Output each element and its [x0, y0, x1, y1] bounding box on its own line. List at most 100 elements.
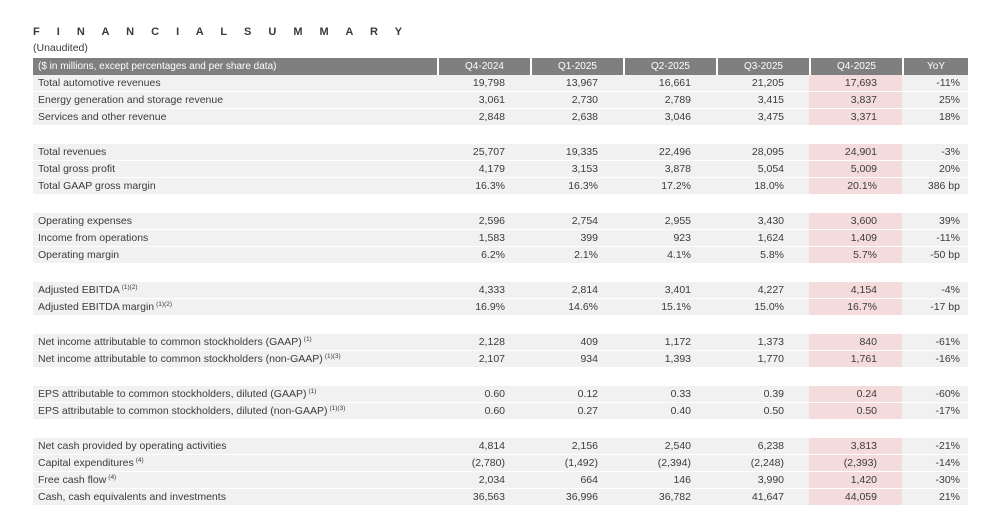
- row-label: Adjusted EBITDA (1)(2): [33, 282, 437, 299]
- value-cell: 1,770: [716, 351, 809, 368]
- value-cell: 3,837: [809, 92, 902, 109]
- group-spacer: [33, 195, 968, 213]
- yoy-value-cell: -61%: [902, 334, 968, 351]
- column-header-q1-2025: Q1-2025: [530, 58, 623, 75]
- column-header-yoy: YoY: [902, 58, 968, 75]
- group-spacer: [33, 368, 968, 386]
- value-cell: 17,693: [809, 75, 902, 92]
- value-cell: 16.3%: [437, 178, 530, 195]
- value-cell: 24,901: [809, 144, 902, 161]
- value-cell: 2,730: [530, 92, 623, 109]
- row-label: Net income attributable to common stockh…: [33, 351, 437, 368]
- row-label: Free cash flow (4): [33, 472, 437, 489]
- row-label: Total gross profit: [33, 161, 437, 178]
- table-row: Operating margin 6.2% 2.1% 4.1% 5.8% 5.7% -50 …: [33, 247, 968, 264]
- value-cell: 18.0%: [716, 178, 809, 195]
- yoy-value-cell: -3%: [902, 144, 968, 161]
- value-cell: 16,661: [623, 75, 716, 92]
- value-cell: 6,238: [716, 438, 809, 455]
- value-cell: 15.0%: [716, 299, 809, 316]
- table-row: Operating expenses 2,596 2,754 2,955 3,430 3,…: [33, 213, 968, 230]
- row-label: Net cash provided by operating activitie…: [33, 438, 437, 455]
- value-cell: 2,107: [437, 351, 530, 368]
- footnote-superscript: (1)(3): [324, 352, 341, 360]
- value-cell: 3,401: [623, 282, 716, 299]
- footnote-superscript: (4): [135, 456, 144, 464]
- value-cell: 0.12: [530, 386, 623, 403]
- yoy-value-cell: 386 bp: [902, 178, 968, 195]
- table-row: Total gross profit 4,179 3,153 3,878 5,054 5,…: [33, 161, 968, 178]
- value-cell: 41,647: [716, 489, 809, 506]
- value-cell: 399: [530, 230, 623, 247]
- row-label: Total GAAP gross margin: [33, 178, 437, 195]
- yoy-value-cell: 20%: [902, 161, 968, 178]
- value-cell: 0.50: [716, 403, 809, 420]
- value-cell: 3,600: [809, 213, 902, 230]
- yoy-value-cell: -16%: [902, 351, 968, 368]
- yoy-value-cell: -14%: [902, 455, 968, 472]
- table-row: Cash, cash equivalents and investments 36…: [33, 489, 968, 506]
- value-cell: 14.6%: [530, 299, 623, 316]
- row-label: Adjusted EBITDA margin (1)(2): [33, 299, 437, 316]
- value-cell: 2,596: [437, 213, 530, 230]
- value-cell: 3,415: [716, 92, 809, 109]
- value-cell: 15.1%: [623, 299, 716, 316]
- table-row: Adjusted EBITDA (1)(2) 4,333 2,814 3,401 4,22…: [33, 282, 968, 299]
- table-row: Total automotive revenues 19,798 13,967 16,…: [33, 75, 968, 92]
- row-label: Energy generation and storage revenue: [33, 92, 437, 109]
- column-header-q4-2025: Q4-2025: [809, 58, 902, 75]
- value-cell: 3,430: [716, 213, 809, 230]
- value-cell: 4,179: [437, 161, 530, 178]
- value-cell: 1,583: [437, 230, 530, 247]
- value-cell: 19,335: [530, 144, 623, 161]
- value-cell: 16.7%: [809, 299, 902, 316]
- yoy-value-cell: 21%: [902, 489, 968, 506]
- table-row: Income from operations 1,583 399 923 1,624 1,…: [33, 230, 968, 247]
- value-cell: 16.9%: [437, 299, 530, 316]
- financial-summary-table: ($ in millions, except percentages and p…: [33, 58, 968, 506]
- row-label: Services and other revenue: [33, 109, 437, 126]
- value-cell: 4.1%: [623, 247, 716, 264]
- group-spacer: [33, 420, 968, 438]
- value-cell: 2.1%: [530, 247, 623, 264]
- value-cell: 3,475: [716, 109, 809, 126]
- value-cell: (2,394): [623, 455, 716, 472]
- value-cell: 5,054: [716, 161, 809, 178]
- yoy-value-cell: -4%: [902, 282, 968, 299]
- financial-table-body: Total automotive revenues 19,798 13,967 16,…: [33, 75, 968, 506]
- table-row: Total revenues 25,707 19,335 22,496 28,095 24…: [33, 144, 968, 161]
- value-cell: 1,624: [716, 230, 809, 247]
- table-row: Energy generation and storage revenue 3,0…: [33, 92, 968, 109]
- row-label: Operating expenses: [33, 213, 437, 230]
- table-row: Free cash flow (4) 2,034 664 146 3,990 1,420 -3…: [33, 472, 968, 489]
- table-row: Net income attributable to common stockh…: [33, 351, 968, 368]
- value-cell: 0.60: [437, 403, 530, 420]
- row-label: EPS attributable to common stockholders,…: [33, 403, 437, 420]
- value-cell: 1,172: [623, 334, 716, 351]
- table-header-row: ($ in millions, except percentages and p…: [33, 58, 968, 75]
- value-cell: 1,420: [809, 472, 902, 489]
- row-label: Operating margin: [33, 247, 437, 264]
- value-cell: 1,393: [623, 351, 716, 368]
- row-label: Cash, cash equivalents and investments: [33, 489, 437, 506]
- value-cell: 4,814: [437, 438, 530, 455]
- value-cell: 2,754: [530, 213, 623, 230]
- value-cell: 840: [809, 334, 902, 351]
- value-cell: 6.2%: [437, 247, 530, 264]
- table-row: Services and other revenue 2,848 2,638 3,04…: [33, 109, 968, 126]
- value-cell: 25,707: [437, 144, 530, 161]
- value-cell: 4,154: [809, 282, 902, 299]
- value-cell: 3,813: [809, 438, 902, 455]
- value-cell: 2,955: [623, 213, 716, 230]
- value-cell: 19,798: [437, 75, 530, 92]
- yoy-value-cell: -60%: [902, 386, 968, 403]
- group-spacer: [33, 126, 968, 144]
- table-row: Capital expenditures (4) (2,780) (1,492) (2,…: [33, 455, 968, 472]
- row-label: Capital expenditures (4): [33, 455, 437, 472]
- table-row: Total GAAP gross margin 16.3% 16.3% 17.2% 18…: [33, 178, 968, 195]
- table-row: Net cash provided by operating activitie…: [33, 438, 968, 455]
- value-cell: 2,848: [437, 109, 530, 126]
- value-cell: 22,496: [623, 144, 716, 161]
- value-cell: 16.3%: [530, 178, 623, 195]
